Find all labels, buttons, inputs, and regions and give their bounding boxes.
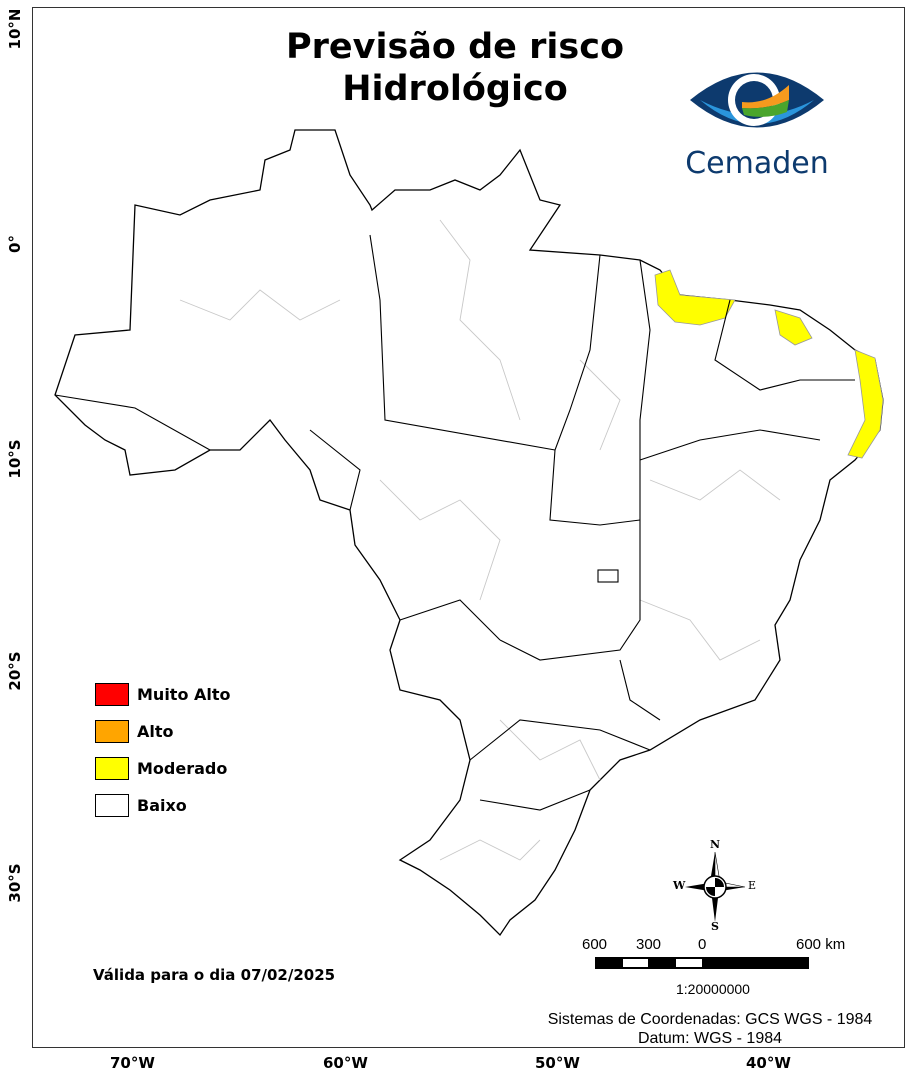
scale-label: 0 (698, 936, 707, 953)
y-tick: 30°S (6, 863, 24, 903)
x-tick: 50°W (535, 1054, 580, 1072)
eye-logo-icon (690, 72, 824, 128)
datum: Datum: WGS - 1984 (637, 1030, 783, 1047)
legend-label: Alto (137, 722, 174, 741)
compass-icon (685, 851, 746, 922)
brazil-outline (54, 129, 884, 937)
compass-rose: N S W E (670, 838, 760, 933)
legend-item-alto: Alto (95, 720, 174, 743)
compass-w: W (673, 879, 686, 892)
y-tick: 10°N (6, 8, 24, 50)
scale-bar-graphic (595, 957, 809, 969)
scale-label: 600 (582, 936, 608, 953)
coordinate-system: Sistemas de Coordenadas: GCS WGS - 1984 (547, 1011, 873, 1028)
legend-label: Baixo (137, 796, 187, 815)
compass-e: E (748, 879, 757, 892)
x-tick: 70°W (110, 1054, 155, 1072)
legend-item-baixo: Baixo (95, 794, 187, 817)
scale-label: 300 (636, 936, 662, 953)
y-tick: 20°S (6, 651, 24, 691)
legend-swatch (95, 757, 129, 780)
map-subtitle: Hidrológico (342, 69, 568, 109)
cemaden-logo: Cemaden (672, 60, 842, 181)
legend-label: Muito Alto (137, 685, 231, 704)
legend-item-muito-alto: Muito Alto (95, 683, 231, 706)
valid-date: Válida para o dia 07/02/2025 (93, 966, 336, 984)
legend-item-moderado: Moderado (95, 757, 227, 780)
legend-swatch (95, 794, 129, 817)
map-title: Previsão de risco (285, 27, 624, 67)
scale-label: 600 km (796, 936, 846, 953)
scale-ratio: 1:20000000 (676, 981, 750, 997)
compass-s: S (711, 920, 719, 933)
logo-text: Cemaden (685, 146, 829, 181)
legend-swatch (95, 720, 129, 743)
moderate-risk-areas (654, 269, 884, 459)
compass-n: N (710, 838, 721, 851)
x-tick: 60°W (323, 1054, 368, 1072)
legend-swatch (95, 683, 129, 706)
y-tick: 10°S (6, 439, 24, 479)
municipal-boundaries (179, 219, 781, 861)
y-tick: 0° (6, 235, 24, 253)
state-boundaries (54, 234, 855, 811)
legend-label: Moderado (137, 759, 228, 778)
map-frame (32, 7, 905, 1048)
x-tick: 40°W (746, 1054, 791, 1072)
